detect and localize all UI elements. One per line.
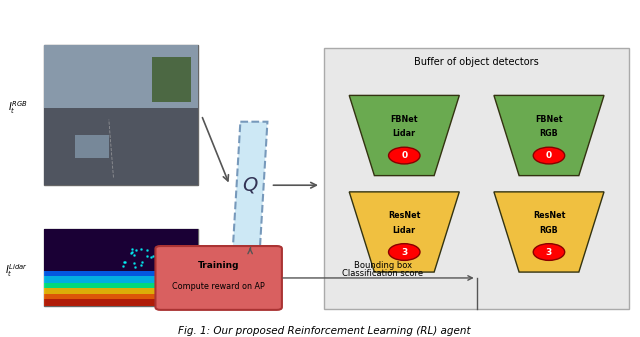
Point xyxy=(170,247,180,252)
Point xyxy=(136,246,147,252)
Point xyxy=(137,259,147,265)
Text: Lidar: Lidar xyxy=(393,129,416,139)
Point xyxy=(120,259,131,265)
Text: ResNet: ResNet xyxy=(532,211,565,220)
Point xyxy=(167,265,177,270)
Point xyxy=(176,264,186,269)
Circle shape xyxy=(388,147,420,164)
Circle shape xyxy=(388,244,420,261)
Text: Bounding box: Bounding box xyxy=(354,261,412,270)
Text: 3: 3 xyxy=(546,247,552,256)
Point xyxy=(129,252,139,257)
Point xyxy=(118,264,128,269)
FancyBboxPatch shape xyxy=(75,135,109,158)
Text: 0: 0 xyxy=(546,151,552,160)
Circle shape xyxy=(533,147,564,164)
Point xyxy=(142,253,152,259)
Polygon shape xyxy=(349,192,460,272)
Text: 3: 3 xyxy=(401,247,408,256)
Polygon shape xyxy=(494,95,604,176)
Point xyxy=(127,249,137,254)
Circle shape xyxy=(533,244,564,261)
FancyBboxPatch shape xyxy=(44,108,198,185)
Text: FBNet: FBNet xyxy=(390,115,418,124)
Point xyxy=(129,261,139,266)
Point xyxy=(174,265,184,271)
Text: Training: Training xyxy=(198,261,239,270)
FancyBboxPatch shape xyxy=(44,229,198,306)
Point xyxy=(157,265,168,270)
Point xyxy=(159,246,169,251)
FancyBboxPatch shape xyxy=(44,271,198,276)
Polygon shape xyxy=(233,122,268,249)
FancyBboxPatch shape xyxy=(44,288,198,294)
Point xyxy=(146,254,156,260)
FancyBboxPatch shape xyxy=(44,45,198,185)
Text: Classification score: Classification score xyxy=(342,269,424,278)
Text: FBNet: FBNet xyxy=(535,115,563,124)
FancyBboxPatch shape xyxy=(44,276,198,283)
Point xyxy=(119,259,129,265)
Text: Q: Q xyxy=(243,176,258,195)
Point xyxy=(157,252,168,257)
Point xyxy=(141,247,152,253)
Text: RGB: RGB xyxy=(540,129,558,139)
FancyBboxPatch shape xyxy=(44,283,198,288)
FancyBboxPatch shape xyxy=(44,299,198,306)
Point xyxy=(131,247,141,252)
Polygon shape xyxy=(349,95,460,176)
Point xyxy=(152,255,163,261)
Polygon shape xyxy=(494,192,604,272)
FancyBboxPatch shape xyxy=(152,58,191,102)
Text: $I_t^{Lidar}$: $I_t^{Lidar}$ xyxy=(5,263,28,279)
Text: Compute reward on AP: Compute reward on AP xyxy=(172,282,265,291)
FancyBboxPatch shape xyxy=(156,246,282,310)
Point xyxy=(182,263,192,268)
FancyBboxPatch shape xyxy=(44,229,198,271)
Point xyxy=(130,264,140,270)
FancyBboxPatch shape xyxy=(44,294,198,299)
Point xyxy=(157,246,168,252)
Point xyxy=(125,250,136,255)
Point xyxy=(152,262,162,267)
Text: RGB: RGB xyxy=(540,226,558,235)
Point xyxy=(127,246,137,251)
Text: Lidar: Lidar xyxy=(393,226,416,235)
Text: $I_t^{RGB}$: $I_t^{RGB}$ xyxy=(8,100,28,116)
FancyBboxPatch shape xyxy=(324,48,629,309)
Text: 0: 0 xyxy=(401,151,407,160)
Point xyxy=(136,262,147,268)
Point xyxy=(165,257,175,262)
Text: Fig. 1: Our proposed Reinforcement Learning (RL) agent: Fig. 1: Our proposed Reinforcement Learn… xyxy=(178,326,470,336)
Text: Buffer of object detectors: Buffer of object detectors xyxy=(414,57,539,66)
Point xyxy=(148,253,158,259)
Text: ResNet: ResNet xyxy=(388,211,420,220)
Point xyxy=(183,256,193,261)
FancyBboxPatch shape xyxy=(44,45,198,108)
